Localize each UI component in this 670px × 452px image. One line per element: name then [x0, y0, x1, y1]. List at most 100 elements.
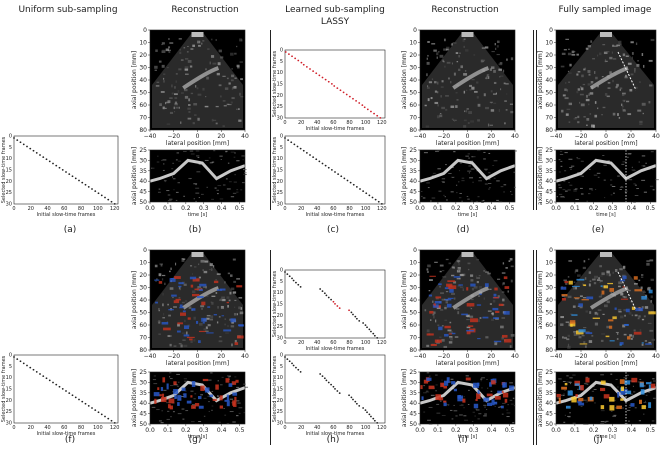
mmode-speckle-b-mmode: [161, 159, 163, 161]
sel-point-h-bottom: [352, 398, 354, 401]
doppler-blob-i: [479, 293, 482, 296]
speckle-d: [473, 54, 476, 56]
mmode-speckle-b-mmode: [169, 198, 173, 200]
mmode-y-tick-label-d-mmode: 40: [409, 178, 417, 185]
speckle-d: [498, 108, 500, 112]
speckle-d: [510, 57, 514, 61]
y-tick-label-e: 60: [545, 102, 553, 109]
tissue-trace-b-mmode: [149, 158, 246, 183]
mmode-speckle-i-mmode: [423, 385, 426, 387]
mmode-speckle-d-mmode: [498, 201, 503, 203]
mmode-speckle-b-mmode: [220, 158, 222, 160]
mmode-speckle-d-mmode: [437, 168, 441, 170]
sel-point-c-top: [324, 78, 327, 81]
speckle-j: [581, 334, 585, 337]
speckle-b: [184, 66, 189, 69]
speckle-d: [463, 38, 466, 40]
speckle-d: [427, 54, 429, 57]
doppler-blob-g: [234, 342, 239, 346]
mmode-speckle-j-mmode: [593, 402, 596, 404]
speckle-b: [236, 45, 238, 48]
doppler-blob-i: [449, 289, 454, 293]
sel-x-tick-label-h-bottom: 20: [298, 425, 304, 431]
doppler-blob-j: [619, 342, 624, 345]
speckle-e: [561, 52, 566, 55]
speckle-j: [560, 316, 564, 319]
speckle-e: [634, 67, 636, 71]
doppler-blob-i: [451, 332, 456, 335]
mmode-doppler-i-mmode: [477, 382, 480, 387]
mmode-doppler-g-mmode: [202, 378, 209, 382]
speckle-j: [616, 337, 619, 340]
tissue-band-b: [182, 66, 220, 90]
speckle-i: [456, 260, 461, 263]
sel-x-tick-label-h-top: 0: [283, 340, 286, 346]
speckle-g: [238, 306, 241, 310]
speckle-b: [162, 49, 166, 53]
speckle-i: [426, 344, 430, 348]
speckle-j: [646, 260, 650, 262]
doppler-blob-i: [432, 304, 439, 308]
mmode-frame-i-mmode: [419, 371, 516, 425]
mmode-speckle-b-mmode: [216, 189, 219, 191]
sel-point-c-bottom: [343, 177, 346, 180]
mmode-speckle-e-mmode: [575, 188, 578, 190]
mmode-speckle-b-mmode: [151, 167, 155, 169]
speckle-j: [599, 275, 603, 277]
mmode-doppler-j-mmode: [650, 383, 656, 389]
mmode-speckle-b-mmode: [236, 191, 239, 193]
speckle-g: [184, 300, 188, 303]
speckle-j: [612, 271, 615, 274]
mmode-speckle-j-mmode: [563, 393, 565, 395]
speckle-j: [574, 298, 579, 300]
panel-label-c: (c): [327, 225, 339, 235]
speckle-e: [565, 82, 567, 84]
speckle-g: [193, 316, 196, 320]
mmode-speckle-d-mmode: [450, 191, 454, 193]
speckle-e: [641, 53, 644, 56]
sel-x-tick-label-f: 20: [28, 425, 34, 431]
sel-point-a: [32, 149, 35, 152]
speckle-j: [634, 314, 638, 317]
x-tick-label-i: −20: [437, 353, 450, 360]
mmode-x-tick-label-e-mmode: 0.0: [551, 205, 561, 212]
sel-point-c-top: [305, 65, 308, 68]
sel-point-h-bottom: [291, 362, 293, 365]
y-tick-label-g: 20: [139, 272, 147, 279]
speckle-g: [219, 336, 222, 338]
mmode-x-axis-label-e-mmode: time [s]: [596, 212, 615, 218]
mmode-speckle-j-mmode: [626, 409, 631, 411]
speckle-i: [439, 270, 442, 273]
speckle-e: [603, 51, 608, 55]
mmode-speckle-d-mmode: [469, 160, 474, 162]
mmode-doppler-g-mmode: [168, 398, 175, 404]
sel-y-tick-label-c-top: 25: [277, 104, 283, 110]
speckle-b: [179, 48, 182, 51]
speckle-b: [201, 42, 203, 45]
x-tick-label-j: 0: [604, 353, 608, 360]
speckle-j: [623, 296, 627, 299]
mmode-doppler-g-mmode: [233, 402, 237, 407]
speckle-g: [221, 296, 225, 299]
doppler-blob-g: [223, 329, 232, 332]
speckle-e: [639, 120, 643, 123]
mmode-speckle-j-mmode: [614, 399, 616, 401]
speckle-e: [615, 86, 618, 89]
doppler-blob-i: [482, 316, 489, 319]
speckle-i: [496, 278, 501, 280]
doppler-blob-j: [601, 290, 605, 295]
mmode-speckle-b-mmode: [171, 176, 174, 178]
sel-y-tick-label-c-bottom: 25: [277, 190, 283, 196]
speckle-d: [477, 119, 480, 122]
x-tick-label-j: −20: [575, 353, 588, 360]
sel-point-c-top: [294, 57, 297, 60]
mmode-speckle-e-mmode: [610, 179, 613, 181]
speckle-i: [502, 262, 505, 265]
mmode-speckle-e-mmode: [642, 165, 646, 167]
speckle-i: [470, 279, 474, 282]
doppler-blob-i: [468, 325, 474, 327]
mmode-frame-d-mmode: [419, 149, 516, 203]
mmode-speckle-i-mmode: [459, 404, 461, 406]
mmode-speckle-b-mmode: [166, 190, 170, 192]
speckle-d: [455, 92, 458, 94]
